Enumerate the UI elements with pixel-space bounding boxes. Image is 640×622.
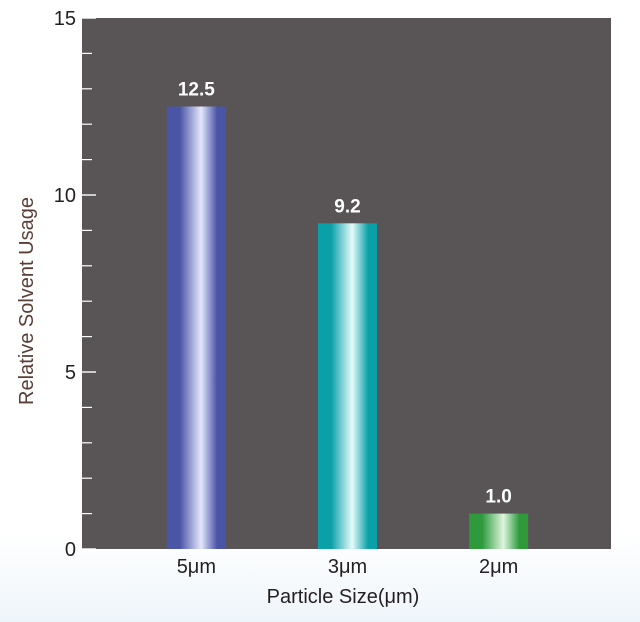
x-axis-title: Particle Size(μm) <box>267 586 420 608</box>
y-tick-label: 5 <box>65 362 76 384</box>
y-axis-title: Relative Solvent Usage <box>16 197 38 405</box>
bars <box>166 106 529 549</box>
bar <box>166 106 226 549</box>
y-tick-label: 10 <box>54 185 76 207</box>
y-axis-minor-ticks <box>82 52 92 515</box>
bar-value-label: 9.2 <box>334 196 360 217</box>
bar <box>469 513 529 549</box>
bar <box>318 223 377 549</box>
x-tick-label: 5μm <box>177 556 216 578</box>
bar-value-label: 1.0 <box>485 487 511 508</box>
y-tick-label: 0 <box>65 539 76 561</box>
y-tick-label: 15 <box>54 8 76 30</box>
y-axis-major-ticks <box>82 17 96 550</box>
x-tick-label: 2μm <box>479 556 518 578</box>
y-axis-tick-labels: 0 5 10 15 <box>54 8 76 561</box>
data-labels: 12.5 9.2 1.0 <box>178 80 512 508</box>
x-tick-label: 3μm <box>328 556 367 578</box>
x-axis-tick-labels: 5μm 3μm 2μm <box>177 556 519 578</box>
bar-value-label: 12.5 <box>178 80 215 101</box>
